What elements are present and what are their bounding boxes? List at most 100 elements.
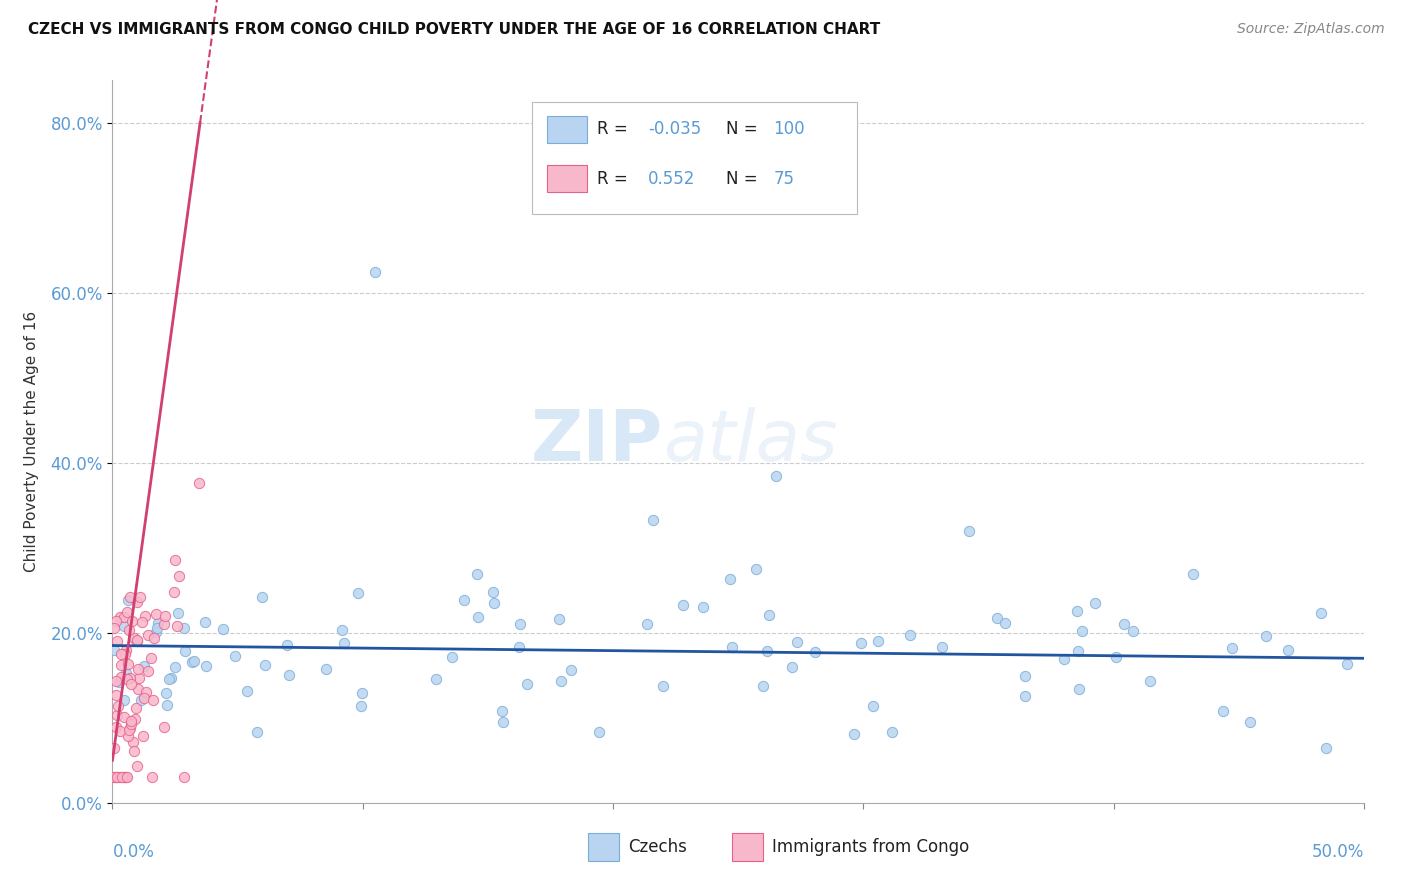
Point — [108, 674, 131, 689]
Point — [127, 662, 149, 676]
Point — [641, 513, 664, 527]
FancyBboxPatch shape — [531, 102, 858, 214]
Point — [103, 770, 125, 784]
Point — [187, 476, 209, 491]
FancyBboxPatch shape — [547, 116, 586, 143]
Point — [127, 682, 149, 697]
Point — [105, 708, 128, 723]
Point — [350, 698, 373, 713]
Point — [115, 770, 138, 784]
Point — [994, 615, 1017, 630]
Point — [124, 712, 146, 726]
Point — [482, 584, 505, 599]
Point — [721, 640, 744, 654]
Point — [156, 698, 179, 713]
Point — [882, 725, 904, 739]
Point — [112, 710, 135, 724]
Point — [364, 264, 387, 278]
FancyBboxPatch shape — [588, 833, 619, 861]
Text: 50.0%: 50.0% — [1312, 843, 1364, 861]
Point — [124, 744, 146, 758]
Point — [134, 608, 156, 623]
Point — [1220, 640, 1243, 655]
Point — [315, 662, 337, 676]
Point — [194, 615, 217, 629]
Point — [1067, 681, 1090, 696]
Point — [1122, 624, 1144, 638]
Point — [142, 692, 165, 706]
Point — [108, 724, 131, 739]
Text: R =: R = — [596, 169, 633, 187]
Point — [122, 735, 145, 749]
Point — [132, 691, 155, 706]
Point — [118, 590, 141, 604]
Point — [1315, 741, 1337, 756]
Point — [212, 622, 235, 636]
Point — [118, 723, 141, 738]
Point — [745, 562, 768, 576]
Point — [755, 644, 778, 658]
Point — [118, 624, 141, 638]
Point — [550, 673, 572, 688]
Point — [103, 643, 125, 657]
Point — [115, 665, 138, 680]
Point — [1139, 674, 1161, 689]
Point — [112, 770, 135, 784]
Point — [127, 632, 149, 647]
Point — [141, 770, 163, 784]
Point — [254, 657, 277, 672]
Point — [765, 468, 787, 483]
Point — [166, 606, 188, 620]
Point — [112, 609, 135, 624]
Point — [135, 685, 157, 699]
Point — [120, 714, 142, 729]
Point — [120, 671, 142, 685]
Point — [692, 600, 714, 615]
Point — [508, 640, 530, 654]
Point — [441, 649, 464, 664]
Point — [107, 699, 129, 714]
Point — [121, 614, 143, 628]
Point — [155, 686, 177, 700]
Point — [163, 660, 186, 674]
Point — [112, 770, 135, 784]
Point — [849, 636, 872, 650]
Point — [453, 593, 475, 607]
Point — [1066, 644, 1088, 658]
Point — [165, 553, 187, 567]
Point — [125, 759, 148, 773]
Point — [465, 566, 488, 581]
Y-axis label: Child Poverty Under the Age of 16: Child Poverty Under the Age of 16 — [24, 311, 39, 572]
Point — [132, 729, 155, 743]
Text: N =: N = — [725, 120, 762, 138]
FancyBboxPatch shape — [547, 165, 586, 193]
Text: R =: R = — [596, 120, 633, 138]
Point — [1112, 617, 1135, 632]
Point — [118, 721, 141, 735]
FancyBboxPatch shape — [733, 833, 763, 861]
Point — [224, 648, 246, 663]
Point — [110, 658, 132, 673]
Point — [146, 615, 169, 630]
Point — [780, 660, 803, 674]
Point — [868, 634, 890, 648]
Point — [491, 715, 513, 730]
Point — [112, 693, 135, 707]
Point — [108, 770, 131, 784]
Point — [115, 770, 138, 784]
Point — [146, 621, 169, 635]
Point — [124, 631, 146, 645]
Point — [166, 619, 188, 633]
Point — [1105, 649, 1128, 664]
Point — [986, 611, 1008, 625]
Point — [246, 725, 269, 739]
Point — [333, 636, 356, 650]
Point — [110, 670, 132, 684]
Point — [637, 617, 659, 632]
Point — [1181, 567, 1204, 582]
Point — [136, 628, 159, 642]
Point — [183, 654, 205, 668]
Point — [115, 672, 138, 686]
Point — [1309, 607, 1331, 621]
Point — [115, 643, 138, 657]
